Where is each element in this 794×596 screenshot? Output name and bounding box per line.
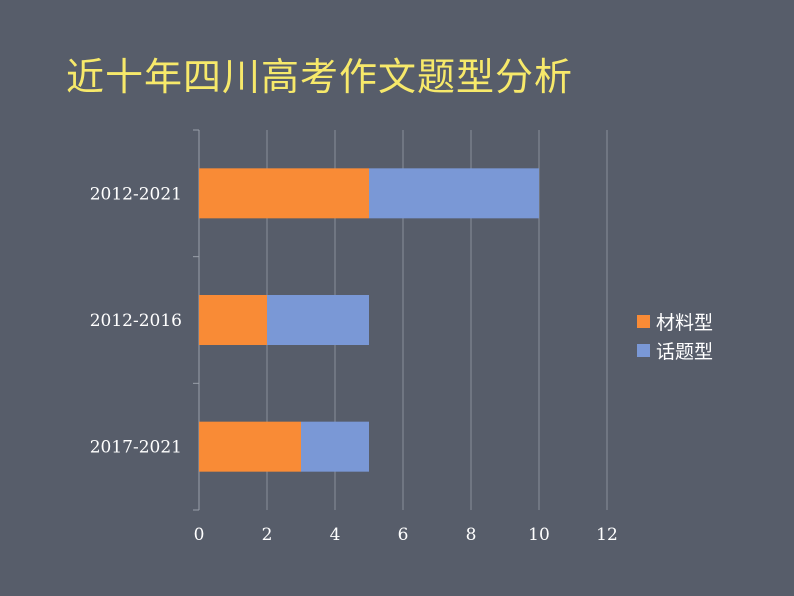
bar-series1 xyxy=(199,421,301,472)
axes xyxy=(193,129,200,511)
bars xyxy=(199,168,539,472)
bar-series1 xyxy=(199,295,267,345)
legend-label: 材料型 xyxy=(656,312,713,334)
axis-labels: 0 2 4 6 8 10 12 2012-2021 2012-2016 2017-2021 xyxy=(90,184,618,545)
x-tick-label: 2 xyxy=(262,525,273,545)
bar-series2 xyxy=(301,421,369,472)
bar-series2 xyxy=(267,295,369,345)
bar-series2 xyxy=(369,168,539,219)
chart-title: 近十年四川高考作文题型分析 xyxy=(66,55,574,99)
category-label: 2012-2016 xyxy=(90,311,182,331)
category-label: 2017-2021 xyxy=(90,438,182,458)
x-tick-label: 12 xyxy=(596,525,618,545)
x-tick-label: 6 xyxy=(398,525,409,545)
x-tick-label: 4 xyxy=(330,525,341,545)
x-tick-label: 10 xyxy=(528,525,550,545)
legend-swatch xyxy=(637,315,650,328)
legend-swatch xyxy=(637,344,650,357)
x-tick-label: 0 xyxy=(194,525,205,545)
category-label: 2012-2021 xyxy=(90,184,182,204)
bar-series1 xyxy=(199,168,369,219)
legend-label: 话题型 xyxy=(656,341,713,363)
x-tick-label: 8 xyxy=(466,525,477,545)
